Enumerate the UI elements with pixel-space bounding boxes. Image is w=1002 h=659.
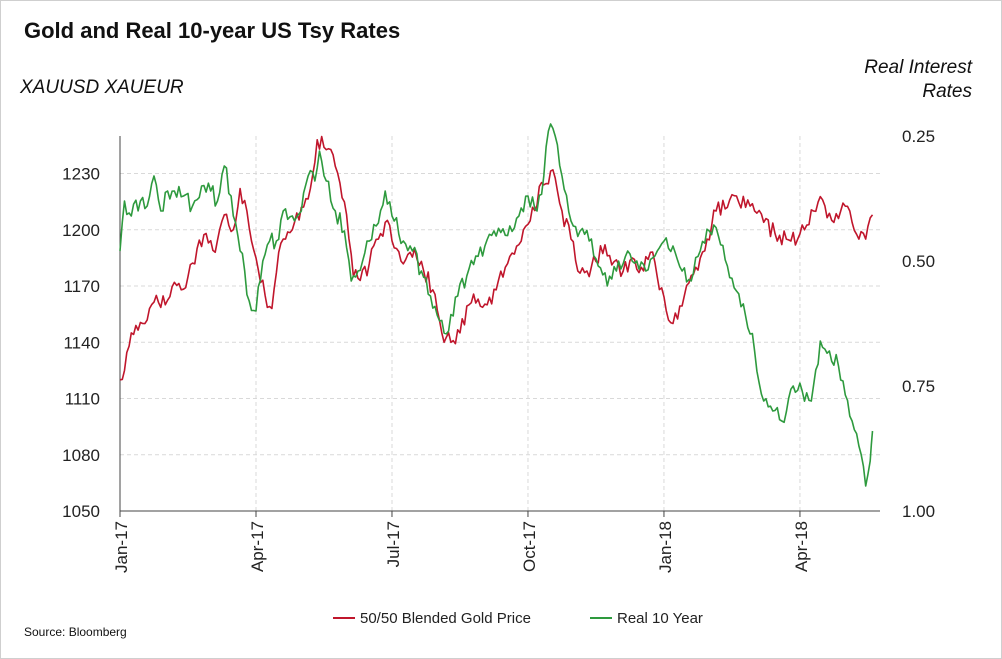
x-tick-label: Jul-17 [384, 521, 403, 567]
series-lines [119, 123, 874, 487]
source-note: Source: Bloomberg [24, 625, 127, 639]
right-tick-label: 1.00 [902, 502, 935, 521]
chart-title: Gold and Real 10-year US Tsy Rates [24, 18, 401, 43]
axes: 1050 1080 1110 1140 1170 1200 1230 0.25 0.50 0.75… [62, 127, 935, 573]
right-axis-label-line-1: Real Interest [864, 57, 972, 78]
x-tick-label: Apr-17 [248, 521, 267, 572]
left-tick-label: 1230 [62, 165, 100, 184]
right-axis-label-line-2: Rates [922, 81, 972, 102]
left-tick-label: 1110 [65, 390, 100, 409]
x-tick-label: Jan-18 [656, 521, 675, 573]
x-tick-label: Jan-17 [112, 521, 131, 573]
right-tick-label: 0.50 [902, 252, 935, 271]
x-tick-label: Oct-17 [520, 521, 539, 572]
left-tick-label: 1050 [62, 502, 100, 521]
left-tick-label: 1080 [62, 446, 100, 465]
series-line-gold-price [119, 135, 874, 381]
left-tick-label: 1140 [63, 333, 100, 352]
right-tick-label: 0.25 [902, 127, 935, 146]
x-tick-label: Apr-18 [792, 521, 811, 572]
left-axis-label: XAUUSD XAUEUR [20, 77, 184, 98]
left-tick-label: 1200 [62, 221, 100, 240]
left-tick-label: 1170 [63, 277, 100, 296]
legend-label: 50/50 Blended Gold Price [360, 610, 531, 627]
right-tick-label: 0.75 [902, 377, 935, 396]
legend: 50/50 Blended Gold Price Real 10 Year [333, 610, 703, 627]
right-axis-label: Real Interest Rates [812, 56, 972, 104]
grid [120, 136, 880, 511]
legend-label: Real 10 Year [617, 610, 703, 627]
series-line-real-10-year [119, 123, 874, 487]
